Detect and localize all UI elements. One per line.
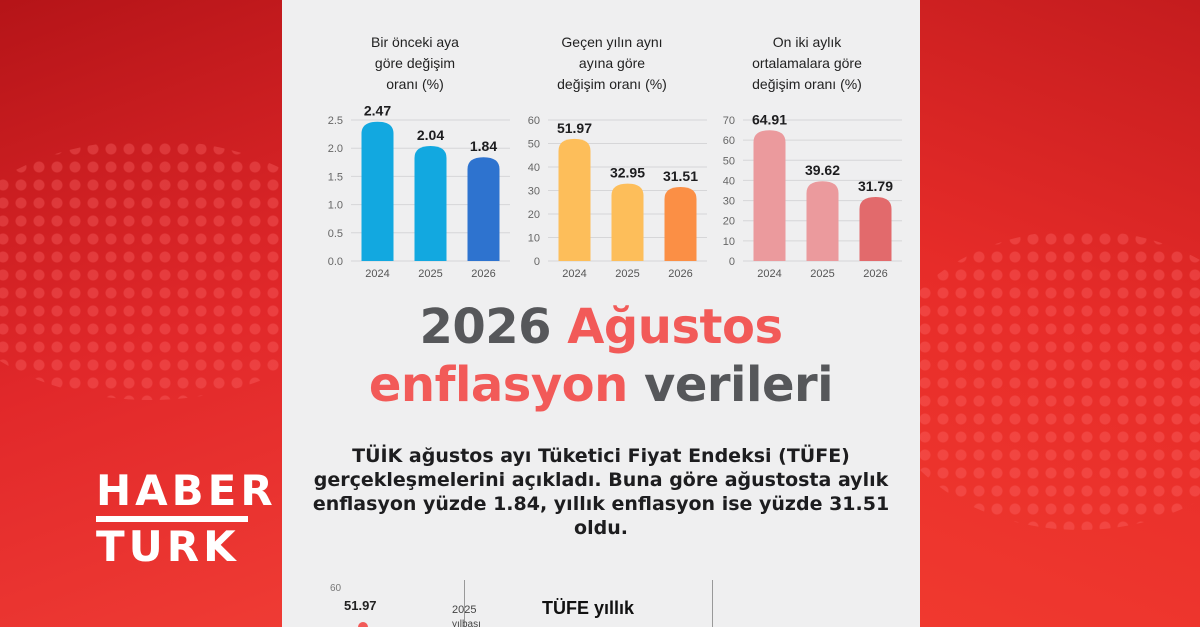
chart-title-line: Geçen yılın aynı bbox=[561, 34, 663, 50]
infographic-panel: Bir önceki aya göre değişim oranı (%) 0.… bbox=[282, 0, 920, 627]
y-tick-label: 40 bbox=[723, 175, 735, 187]
x-tick-label: 2025 bbox=[615, 268, 639, 280]
chart-title: On iki aylık ortalamalara göre değişim o… bbox=[707, 32, 907, 95]
description-text: TÜİK ağustos ayı Tüketici Fiyat Endeksi … bbox=[312, 445, 890, 539]
headline-topic: enflasyon bbox=[368, 357, 628, 413]
headline-suffix: verileri bbox=[644, 357, 834, 413]
data-label: 1.84 bbox=[470, 138, 497, 154]
x-tick-label: 2026 bbox=[471, 268, 495, 280]
chart-annual-change: Geçen yılın aynı ayına göre değişim oran… bbox=[512, 30, 712, 290]
logo-divider bbox=[96, 516, 248, 522]
chart-title-line: Bir önceki aya bbox=[371, 34, 459, 50]
data-label: 51.97 bbox=[557, 120, 592, 136]
y-tick-label: 10 bbox=[723, 236, 735, 248]
chart-title: Geçen yılın aynı ayına göre değişim oran… bbox=[512, 32, 712, 95]
x-tick-label: 2025 bbox=[418, 268, 442, 280]
logo-text-bottom: TURK bbox=[96, 522, 240, 571]
x-tick-label: 2025 bbox=[810, 268, 834, 280]
chart-twelve-month-average: On iki aylık ortalamalara göre değişim o… bbox=[707, 30, 907, 290]
chart-title-line: ortalamalara göre bbox=[752, 55, 862, 71]
data-label: 32.95 bbox=[610, 165, 645, 181]
bottom-year-label: 2025 bbox=[452, 604, 477, 616]
headline-year: 2026 bbox=[419, 299, 552, 355]
bar bbox=[611, 183, 644, 261]
x-tick-label: 2024 bbox=[562, 268, 586, 280]
x-tick-label: 2024 bbox=[365, 268, 389, 280]
y-tick-label: 20 bbox=[723, 216, 735, 228]
dot-pattern bbox=[920, 230, 1200, 530]
y-tick-label: 60 bbox=[723, 135, 735, 147]
bar bbox=[859, 196, 892, 261]
bottom-chart-preview: 60 51.97 2025 yılbaşı TÜFE yıllık bbox=[282, 570, 920, 627]
bar-chart-svg: 0 10 20 30 40 50 60 70 64.91 2024 39.62 2025 31.79 20… bbox=[723, 111, 902, 280]
y-tick-label: 0.0 bbox=[328, 256, 343, 268]
bottom-axis-tick: 60 bbox=[330, 583, 342, 594]
y-tick-label: 1.5 bbox=[328, 171, 343, 183]
bottom-divider-line bbox=[712, 580, 713, 627]
y-tick-label: 0 bbox=[534, 256, 540, 268]
bottom-data-label: 51.97 bbox=[344, 598, 377, 613]
y-tick-label: 2.5 bbox=[328, 115, 343, 127]
bar bbox=[467, 157, 500, 261]
chart-monthly-change: Bir önceki aya göre değişim oranı (%) 0.… bbox=[315, 30, 515, 290]
bar bbox=[664, 186, 697, 261]
bottom-divider-line bbox=[464, 580, 465, 627]
y-tick-label: 40 bbox=[528, 162, 540, 174]
bar bbox=[414, 145, 447, 261]
data-label: 2.04 bbox=[417, 127, 444, 143]
bar bbox=[361, 121, 394, 261]
bottom-data-point bbox=[358, 622, 368, 627]
bottom-sub-label: yılbaşı bbox=[452, 619, 481, 627]
chart-title-line: göre değişim bbox=[374, 55, 456, 71]
bottom-chart-title: TÜFE yıllık bbox=[542, 598, 635, 618]
y-tick-label: 0.5 bbox=[328, 228, 343, 240]
y-tick-label: 60 bbox=[528, 115, 540, 127]
bar bbox=[558, 138, 591, 261]
y-tick-label: 0 bbox=[729, 256, 735, 268]
chart-title-line: değişim oranı (%) bbox=[752, 76, 862, 92]
headline-month: Ağustos bbox=[567, 299, 783, 355]
data-label: 64.91 bbox=[752, 111, 787, 127]
headline-line-1: 2026 Ağustos bbox=[282, 298, 920, 356]
data-label: 31.79 bbox=[858, 178, 893, 194]
dot-pattern bbox=[0, 140, 282, 400]
haberturk-logo: HABER TURK bbox=[96, 466, 277, 571]
y-tick-label: 20 bbox=[528, 209, 540, 221]
right-background bbox=[920, 0, 1200, 627]
chart-title-line: değişim oranı (%) bbox=[557, 76, 667, 92]
bar-chart-svg: 0 10 20 30 40 50 60 51.97 2024 32.95 2025 31.51 2026 bbox=[528, 115, 707, 280]
bar bbox=[753, 130, 786, 261]
y-tick-label: 30 bbox=[723, 196, 735, 208]
left-background: HABER TURK bbox=[0, 0, 282, 627]
chart-title-line: On iki aylık bbox=[772, 34, 842, 50]
bar-chart-svg: 0.0 0.5 1.0 1.5 2.0 2.5 2.47 2024 2.04 2025 1.84 20… bbox=[328, 103, 510, 280]
x-tick-label: 2026 bbox=[863, 268, 887, 280]
y-tick-label: 10 bbox=[528, 233, 540, 245]
bar bbox=[806, 181, 839, 261]
chart-title-line: ayına göre bbox=[578, 55, 646, 71]
y-tick-label: 30 bbox=[528, 186, 540, 198]
y-tick-label: 1.0 bbox=[328, 200, 343, 212]
chart-title: Bir önceki aya göre değişim oranı (%) bbox=[315, 32, 515, 95]
y-tick-label: 50 bbox=[723, 155, 735, 167]
headline: 2026 Ağustos enflasyon verileri bbox=[282, 298, 920, 414]
y-tick-label: 50 bbox=[528, 139, 540, 151]
chart-title-line: oranı (%) bbox=[386, 76, 444, 92]
y-tick-label: 2.0 bbox=[328, 143, 343, 155]
x-tick-label: 2026 bbox=[668, 268, 692, 280]
data-label: 2.47 bbox=[364, 103, 391, 119]
headline-line-2: enflasyon verileri bbox=[282, 356, 920, 414]
data-label: 31.51 bbox=[663, 168, 698, 184]
y-tick-label: 70 bbox=[723, 115, 735, 127]
data-label: 39.62 bbox=[805, 162, 840, 178]
logo-text-top: HABER bbox=[96, 466, 277, 515]
x-tick-label: 2024 bbox=[757, 268, 781, 280]
